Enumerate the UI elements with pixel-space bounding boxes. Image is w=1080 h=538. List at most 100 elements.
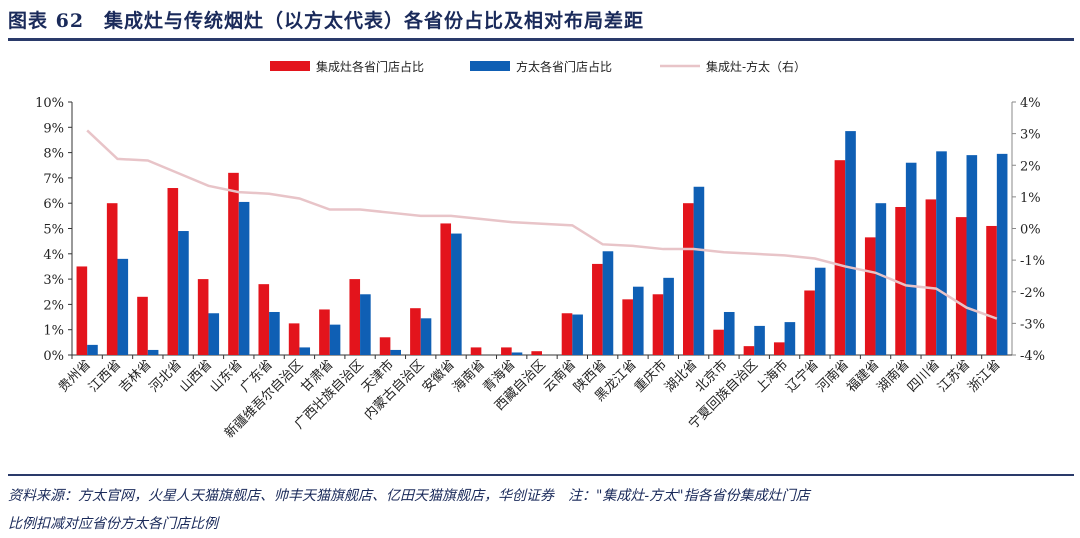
bar-fangtai	[875, 203, 887, 355]
bar-jichengzao	[864, 237, 876, 355]
bar-jichengzao	[683, 203, 694, 355]
bar-jichengzao	[106, 203, 118, 355]
bar-jichengzao	[773, 342, 785, 355]
y2-tick-label: 4%	[1020, 96, 1041, 111]
bar-jichengzao	[470, 347, 482, 355]
bar-fangtai	[390, 349, 401, 355]
y-tick-label: 3%	[43, 273, 64, 288]
legend-label: 集成灶各省门店占比	[316, 59, 424, 74]
bar-jichengzao	[501, 347, 512, 355]
y-tick-label: 8%	[43, 147, 64, 162]
y2-tick-label: 1%	[1020, 191, 1041, 206]
legend-label: 方太各省门店占比	[516, 59, 612, 74]
bar-fangtai	[572, 314, 583, 355]
title-divider	[8, 38, 1074, 41]
y2-tick-label: 2%	[1020, 159, 1041, 174]
y2-tick-label: -4%	[1020, 349, 1045, 364]
bar-fangtai	[269, 311, 280, 355]
bar-jichengzao	[258, 284, 270, 355]
x-tick-label: 湖南省	[874, 357, 913, 396]
bar-fangtai	[663, 277, 674, 355]
bar-fangtai	[178, 231, 189, 355]
x-tick-label: 辽宁省	[783, 357, 822, 396]
bar-fangtai	[208, 313, 220, 355]
chart: 0% 1% 2% 3% 4% 5% 6% 7% 8% 9% 10% -4% -3% -2% -1% 0% 1% 2…	[35, 59, 1045, 441]
x-tick-label: 江苏省	[934, 357, 973, 396]
y-tick-label: 9%	[43, 121, 64, 136]
line-diff	[86, 129, 998, 320]
bar-jichengzao	[895, 206, 906, 355]
bar-fangtai	[511, 352, 523, 355]
x-tick-label: 安徽省	[420, 357, 458, 395]
bar-jichengzao	[228, 172, 239, 355]
y-tick-label: 10%	[35, 96, 64, 111]
bar-fangtai	[996, 153, 1008, 355]
bar-fangtai	[360, 294, 371, 355]
y2-tick-label: -2%	[1020, 286, 1045, 301]
footer-source: 资料来源：方太官网，火星人天猫旗舰店、帅丰天猫旗舰店、亿田天猫旗舰店，华创证券 …	[8, 488, 810, 504]
x-tick-label: 四川省	[905, 357, 943, 395]
x-tick-label: 山西省	[177, 357, 215, 395]
bar-jichengzao	[167, 188, 179, 355]
x-tick-label: 海南省	[449, 357, 488, 396]
bar-jichengzao	[531, 351, 542, 355]
bar-fangtai	[451, 233, 462, 355]
y2-tick-label: -3%	[1020, 317, 1045, 332]
y-tick-label: 7%	[43, 172, 64, 187]
footer: 资料来源：方太官网，火星人天猫旗舰店、帅丰天猫旗舰店、亿田天猫旗舰店，华创证券 …	[8, 482, 1074, 538]
bar-fangtai	[936, 151, 947, 355]
bar-jichengzao	[561, 313, 573, 355]
bar-jichengzao	[804, 290, 815, 355]
bar-fangtai	[329, 324, 341, 355]
x-tick-label: 湖北省	[662, 357, 700, 395]
footer-divider	[8, 474, 1074, 476]
chart-title: 图表 62 集成灶与传统烟灶（以方太代表）各省份占比及相对布局差距	[8, 10, 645, 32]
bar-fangtai	[723, 311, 735, 355]
bar-jichengzao	[137, 296, 148, 355]
bar-jichengzao	[713, 329, 724, 355]
legend-swatch	[270, 61, 310, 71]
footer-note: 比例扣减对应省份方太各门店比例	[8, 516, 218, 532]
bar-jichengzao	[834, 160, 846, 355]
x-tick-label: 河南省	[813, 357, 852, 396]
bar-fangtai	[754, 325, 765, 355]
y-tick-label: 0%	[43, 349, 64, 364]
bar-jichengzao	[440, 223, 452, 355]
bar-fangtai	[238, 201, 250, 355]
bar-jichengzao	[349, 279, 361, 355]
bar-jichengzao	[379, 337, 391, 355]
bar-fangtai	[814, 267, 826, 355]
bar-fangtai	[632, 286, 644, 355]
bar-jichengzao	[955, 217, 967, 355]
bar-fangtai	[966, 155, 978, 355]
y-tick-label: 4%	[43, 248, 64, 263]
y-tick-label: 2%	[43, 298, 64, 313]
y-tick-label: 5%	[43, 223, 64, 238]
bar-jichengzao	[986, 225, 997, 355]
bar-fangtai	[602, 251, 614, 355]
bar-fangtai	[87, 344, 98, 355]
bar-fangtai	[693, 186, 705, 355]
y-tick-label: 1%	[43, 324, 64, 339]
bar-fangtai	[784, 322, 796, 355]
bar-fangtai	[905, 162, 917, 355]
bar-fangtai	[147, 349, 159, 355]
x-tick-label: 河北省	[147, 357, 185, 395]
bar-jichengzao	[652, 294, 664, 355]
y-tick-label: 6%	[43, 197, 64, 212]
bar-fangtai	[117, 258, 129, 355]
bar-fangtai	[299, 347, 311, 355]
x-tick-label: 福建省	[844, 357, 882, 395]
bar-jichengzao	[76, 266, 88, 355]
bar-jichengzao	[743, 346, 755, 355]
bar-fangtai	[845, 131, 856, 355]
bar-jichengzao	[592, 263, 603, 355]
bar-jichengzao	[925, 199, 937, 355]
legend-swatch	[470, 61, 510, 71]
x-tick-label: 山东省	[207, 357, 245, 395]
x-tick-label: 浙江省	[965, 357, 1003, 395]
bar-fangtai	[420, 318, 432, 355]
x-tick-label: 吉林省	[116, 357, 154, 395]
y2-tick-label: 3%	[1020, 128, 1041, 143]
bar-jichengzao	[288, 323, 300, 355]
